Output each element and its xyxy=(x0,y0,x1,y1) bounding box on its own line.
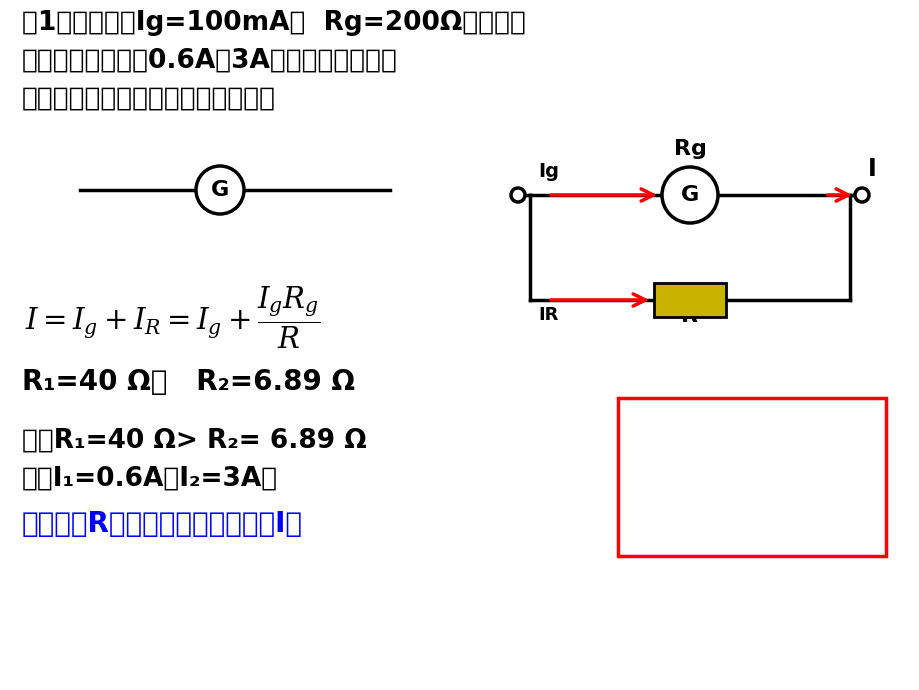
Text: Rg: Rg xyxy=(673,139,706,159)
Text: G: G xyxy=(680,185,698,205)
Bar xyxy=(618,398,885,556)
Text: 即并联的R小，分去电流大，量程I大: 即并联的R小，分去电流大，量程I大 xyxy=(22,510,302,538)
Text: 特点列方程: 特点列方程 xyxy=(708,504,795,532)
Text: $I = I_g + I_R = I_g + \dfrac{I_gR_g}{R}$: $I = I_g + I_R = I_g + \dfrac{I_gR_g}{R}… xyxy=(25,285,320,351)
Text: R: R xyxy=(681,306,698,326)
Text: 应该接入多大的电阻，画出电路图。: 应该接入多大的电阻，画出电路图。 xyxy=(22,86,276,112)
Text: G: G xyxy=(210,180,229,200)
Text: Ig: Ig xyxy=(538,162,559,181)
Bar xyxy=(653,283,725,317)
Text: 例1、要把一个Ig=100mA，  Rg=200Ω的电流计: 例1、要把一个Ig=100mA， Rg=200Ω的电流计 xyxy=(22,10,526,36)
Circle shape xyxy=(854,188,868,202)
Circle shape xyxy=(196,166,244,214)
Text: IR: IR xyxy=(538,306,558,324)
Circle shape xyxy=(662,167,717,223)
Circle shape xyxy=(510,188,525,202)
Text: 要注意应用: 要注意应用 xyxy=(708,408,795,436)
Text: I: I xyxy=(867,157,876,181)
Text: 电阻R₁=40 Ω> R₂= 6.89 Ω: 电阻R₁=40 Ω> R₂= 6.89 Ω xyxy=(22,428,367,454)
Text: 串、并联的: 串、并联的 xyxy=(708,456,795,484)
Text: 改装成量程分别为0.6A和3A的电流表，求分别: 改装成量程分别为0.6A和3A的电流表，求分别 xyxy=(22,48,397,74)
Text: R₁=40 Ω，   R₂=6.89 Ω: R₁=40 Ω， R₂=6.89 Ω xyxy=(22,368,355,396)
Text: 量程I₁=0.6A＜I₂=3A，: 量程I₁=0.6A＜I₂=3A， xyxy=(22,466,278,492)
